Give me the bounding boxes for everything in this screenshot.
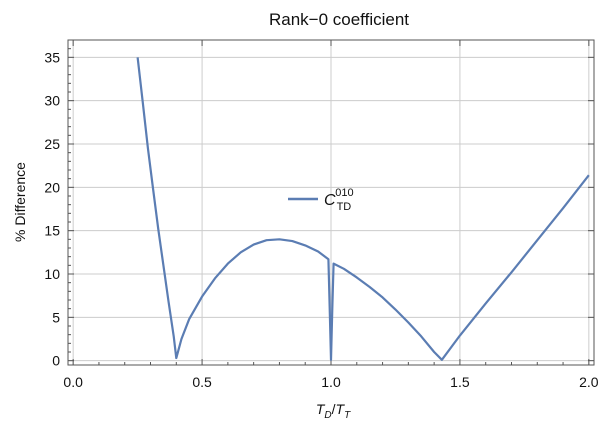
- y-tick-label: 35: [44, 49, 60, 65]
- x-axis-label: TD/TT: [316, 401, 351, 421]
- y-ticks: [68, 48, 594, 362]
- y-tick-label: 30: [44, 93, 60, 109]
- y-tick-label: 25: [44, 136, 60, 152]
- x-tick-label: 1.5: [450, 374, 470, 390]
- y-tick-label: 5: [52, 309, 60, 325]
- chart-title: Rank−0 coefficient: [269, 10, 409, 29]
- y-tick-labels: 0 5 10 15 20 25 30 35: [44, 49, 60, 368]
- x-tick-label: 1.0: [321, 374, 341, 390]
- x-ticks: [72, 40, 590, 365]
- y-tick-label: 0: [52, 353, 60, 369]
- series-line-ctd010: [136, 57, 590, 361]
- x-tick-label: 2.0: [579, 374, 599, 390]
- x-tick-label: 0.5: [192, 374, 212, 390]
- y-axis-label: % Difference: [12, 162, 28, 242]
- y-tick-label: 15: [44, 223, 60, 239]
- legend-label: CTD010: [324, 187, 354, 213]
- y-tick-label: 20: [44, 179, 60, 195]
- y-tick-label: 10: [44, 266, 60, 282]
- legend: CTD010: [288, 187, 354, 213]
- x-tick-labels: 0.0 0.5 1.0 1.5 2.0: [63, 374, 598, 390]
- x-gridlines: [72, 40, 590, 365]
- x-tick-label: 0.0: [63, 374, 83, 390]
